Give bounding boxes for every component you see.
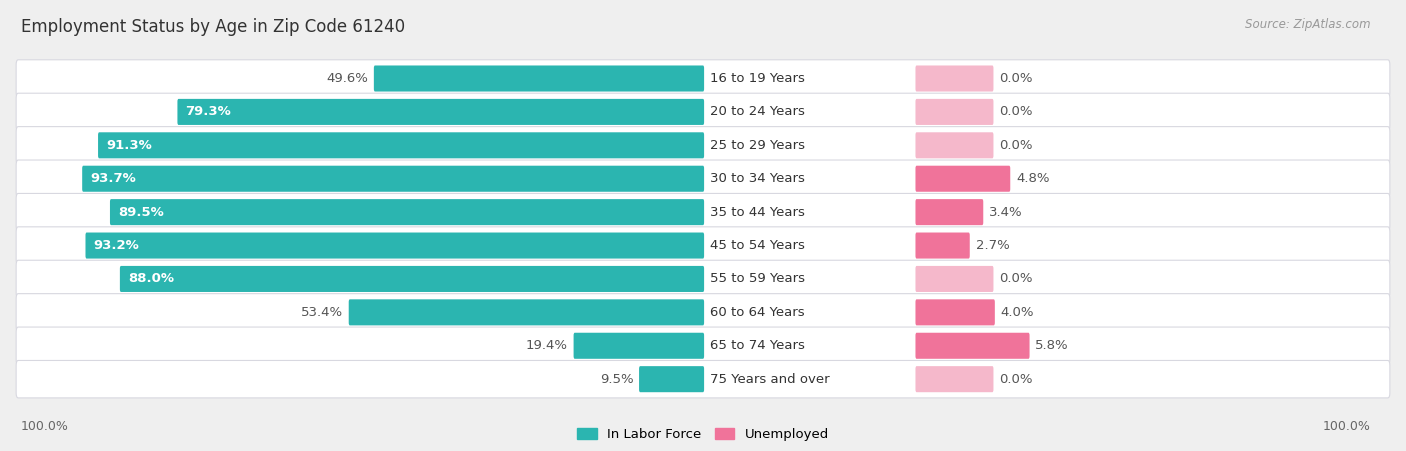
FancyBboxPatch shape bbox=[915, 299, 995, 325]
FancyBboxPatch shape bbox=[915, 366, 994, 392]
Text: 9.5%: 9.5% bbox=[599, 373, 633, 386]
Text: 16 to 19 Years: 16 to 19 Years bbox=[710, 72, 804, 85]
Text: 0.0%: 0.0% bbox=[1000, 373, 1033, 386]
FancyBboxPatch shape bbox=[915, 266, 994, 292]
Text: 19.4%: 19.4% bbox=[526, 339, 568, 352]
Text: 0.0%: 0.0% bbox=[1000, 72, 1033, 85]
Text: 0.0%: 0.0% bbox=[1000, 106, 1033, 119]
Text: 4.8%: 4.8% bbox=[1017, 172, 1049, 185]
Text: 3.4%: 3.4% bbox=[988, 206, 1022, 219]
Text: 65 to 74 Years: 65 to 74 Years bbox=[710, 339, 804, 352]
Text: 45 to 54 Years: 45 to 54 Years bbox=[710, 239, 804, 252]
Text: 55 to 59 Years: 55 to 59 Years bbox=[710, 272, 804, 285]
Text: 100.0%: 100.0% bbox=[1323, 420, 1371, 433]
Text: 2.7%: 2.7% bbox=[976, 239, 1010, 252]
Text: 4.0%: 4.0% bbox=[1001, 306, 1035, 319]
FancyBboxPatch shape bbox=[915, 99, 994, 125]
FancyBboxPatch shape bbox=[15, 60, 1391, 97]
FancyBboxPatch shape bbox=[15, 260, 1391, 298]
FancyBboxPatch shape bbox=[15, 160, 1391, 198]
Text: 93.7%: 93.7% bbox=[90, 172, 136, 185]
Text: 25 to 29 Years: 25 to 29 Years bbox=[710, 139, 804, 152]
FancyBboxPatch shape bbox=[15, 360, 1391, 398]
FancyBboxPatch shape bbox=[15, 327, 1391, 364]
FancyBboxPatch shape bbox=[120, 266, 704, 292]
FancyBboxPatch shape bbox=[915, 333, 1029, 359]
FancyBboxPatch shape bbox=[15, 127, 1391, 164]
Text: 0.0%: 0.0% bbox=[1000, 272, 1033, 285]
Text: 91.3%: 91.3% bbox=[105, 139, 152, 152]
FancyBboxPatch shape bbox=[640, 366, 704, 392]
Text: Employment Status by Age in Zip Code 61240: Employment Status by Age in Zip Code 612… bbox=[21, 18, 405, 36]
Text: 89.5%: 89.5% bbox=[118, 206, 163, 219]
Text: 79.3%: 79.3% bbox=[186, 106, 231, 119]
FancyBboxPatch shape bbox=[15, 93, 1391, 131]
FancyBboxPatch shape bbox=[86, 233, 704, 258]
FancyBboxPatch shape bbox=[177, 99, 704, 125]
Text: 53.4%: 53.4% bbox=[301, 306, 343, 319]
FancyBboxPatch shape bbox=[15, 227, 1391, 264]
Text: 20 to 24 Years: 20 to 24 Years bbox=[710, 106, 804, 119]
Text: 35 to 44 Years: 35 to 44 Years bbox=[710, 206, 804, 219]
FancyBboxPatch shape bbox=[98, 132, 704, 158]
FancyBboxPatch shape bbox=[349, 299, 704, 325]
Text: 88.0%: 88.0% bbox=[128, 272, 174, 285]
FancyBboxPatch shape bbox=[915, 65, 994, 92]
FancyBboxPatch shape bbox=[15, 193, 1391, 231]
FancyBboxPatch shape bbox=[110, 199, 704, 225]
FancyBboxPatch shape bbox=[574, 333, 704, 359]
FancyBboxPatch shape bbox=[915, 199, 983, 225]
Text: 0.0%: 0.0% bbox=[1000, 139, 1033, 152]
Text: 100.0%: 100.0% bbox=[21, 420, 69, 433]
Text: 60 to 64 Years: 60 to 64 Years bbox=[710, 306, 804, 319]
Text: Source: ZipAtlas.com: Source: ZipAtlas.com bbox=[1246, 18, 1371, 31]
Text: 49.6%: 49.6% bbox=[326, 72, 368, 85]
Text: 5.8%: 5.8% bbox=[1035, 339, 1069, 352]
FancyBboxPatch shape bbox=[915, 132, 994, 158]
FancyBboxPatch shape bbox=[374, 65, 704, 92]
Legend: In Labor Force, Unemployed: In Labor Force, Unemployed bbox=[571, 423, 835, 446]
FancyBboxPatch shape bbox=[915, 166, 1011, 192]
Text: 30 to 34 Years: 30 to 34 Years bbox=[710, 172, 804, 185]
FancyBboxPatch shape bbox=[915, 233, 970, 258]
FancyBboxPatch shape bbox=[15, 294, 1391, 331]
Text: 75 Years and over: 75 Years and over bbox=[710, 373, 830, 386]
Text: 93.2%: 93.2% bbox=[93, 239, 139, 252]
FancyBboxPatch shape bbox=[82, 166, 704, 192]
